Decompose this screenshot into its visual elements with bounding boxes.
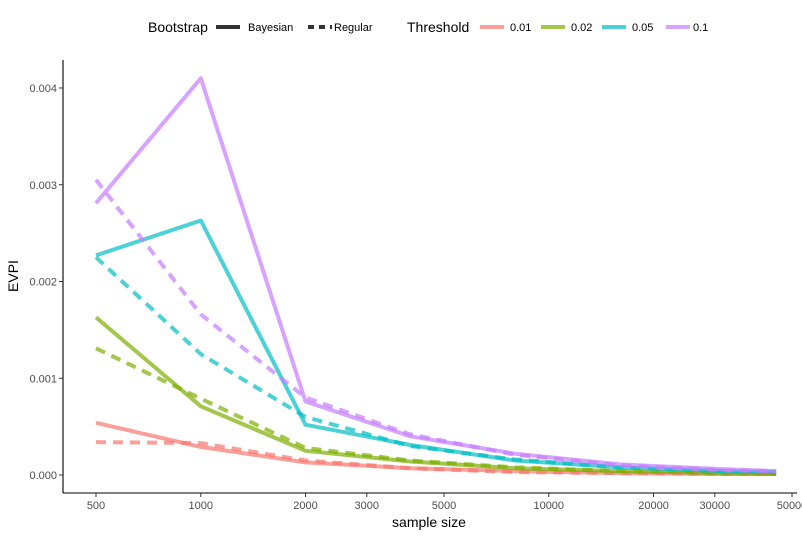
y-tick-label: 0.001	[29, 373, 57, 385]
series-line-0_1-regular	[94, 178, 777, 474]
x-tick-label: 3000	[355, 500, 379, 512]
y-tick-label: 0.003	[29, 180, 57, 192]
series-line-0_02-regular	[95, 346, 777, 476]
x-tick-label: 1000	[189, 500, 213, 512]
legend-label-threshold-0_05: 0.05	[632, 22, 653, 34]
x-tick-label: 2000	[293, 500, 317, 512]
y-tick-label: 0.002	[29, 277, 57, 289]
series-lines	[94, 76, 777, 476]
x-tick-label: 30000	[699, 500, 730, 512]
x-tick-label: 5000	[432, 500, 456, 512]
legend-label-threshold-0_1: 0.1	[693, 22, 708, 34]
x-tick-label: 20000	[638, 500, 669, 512]
x-tick-label: 500	[87, 500, 105, 512]
legend-label-threshold-0_02: 0.02	[571, 22, 592, 34]
legend-title-threshold: Threshold	[407, 19, 469, 35]
legend-label-bayesian: Bayesian	[248, 22, 293, 34]
x-axis-title: sample size	[392, 514, 466, 530]
legend-label-threshold-0_01: 0.01	[510, 22, 531, 34]
y-axis-title: EVPI	[5, 260, 21, 292]
y-tick-label: 0.000	[29, 470, 57, 482]
legend: Bootstrap Bayesian Regular Threshold 0.01 0.0…	[148, 19, 708, 35]
y-tick-label: 0.004	[29, 83, 57, 95]
legend-label-regular: Regular	[334, 22, 373, 34]
x-tick-label: 10000	[533, 500, 564, 512]
legend-title-bootstrap: Bootstrap	[148, 19, 208, 35]
